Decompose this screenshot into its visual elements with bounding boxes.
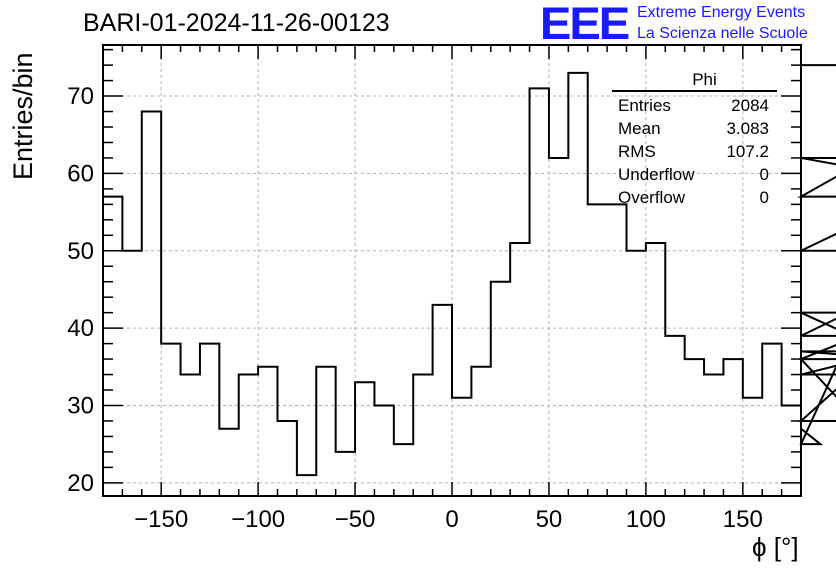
stats-row: Underflow 0 [612, 163, 777, 186]
x-tick-label: 50 [536, 506, 563, 533]
stats-value: 0 [759, 165, 769, 184]
logo-line-1: Extreme Energy Events [637, 4, 806, 21]
stats-value: 107.2 [726, 142, 769, 161]
stats-label: Entries [618, 96, 671, 115]
y-axis-label: Entries/bin [8, 52, 38, 180]
chart-title: BARI-01-2024-11-26-00123 [83, 9, 390, 37]
stats-label: Overflow [618, 188, 686, 207]
stats-label: Mean [618, 119, 661, 138]
axis-ticks [102, 45, 802, 496]
x-axis-label: ϕ [°] [752, 532, 799, 562]
x-tick-label: −50 [335, 506, 376, 533]
y-tick-label: 40 [67, 315, 94, 342]
y-tick-label: 70 [67, 83, 94, 110]
x-tick-labels: −150 −100 −50 0 50 100 150 [134, 506, 763, 533]
stats-value: 0 [759, 188, 769, 207]
stats-title: Phi [692, 70, 717, 89]
stats-row: Overflow 0 [612, 186, 777, 209]
stats-divider [612, 90, 777, 92]
x-tick-label: −100 [231, 506, 285, 533]
stats-value: 3.083 [726, 119, 769, 138]
stats-row: Mean 3.083 [612, 117, 777, 140]
histogram-step-line [103, 64, 836, 477]
stats-row: Entries 2084 [612, 94, 777, 117]
x-tick-label: 150 [723, 506, 763, 533]
x-tick-label: 0 [445, 506, 458, 533]
stats-value: 2084 [731, 96, 769, 115]
plot-frame [102, 44, 802, 497]
x-tick-label: −150 [134, 506, 188, 533]
y-tick-label: 20 [67, 470, 94, 497]
stats-label: Underflow [618, 165, 695, 184]
eee-logo: EEE [539, 0, 630, 49]
stats-label: RMS [618, 142, 656, 161]
logo-line-2: La Scienza nelle Scuole [637, 25, 808, 42]
stats-box: Phi Entries 2084 Mean 3.083 RMS 107.2 Un… [612, 70, 777, 209]
y-tick-label: 50 [67, 238, 94, 265]
x-tick-label: 100 [626, 506, 666, 533]
y-tick-label: 60 [67, 160, 94, 187]
stats-row: RMS 107.2 [612, 140, 777, 163]
y-tick-label: 30 [67, 392, 94, 419]
y-tick-labels: 20 30 40 50 60 70 [67, 83, 94, 497]
